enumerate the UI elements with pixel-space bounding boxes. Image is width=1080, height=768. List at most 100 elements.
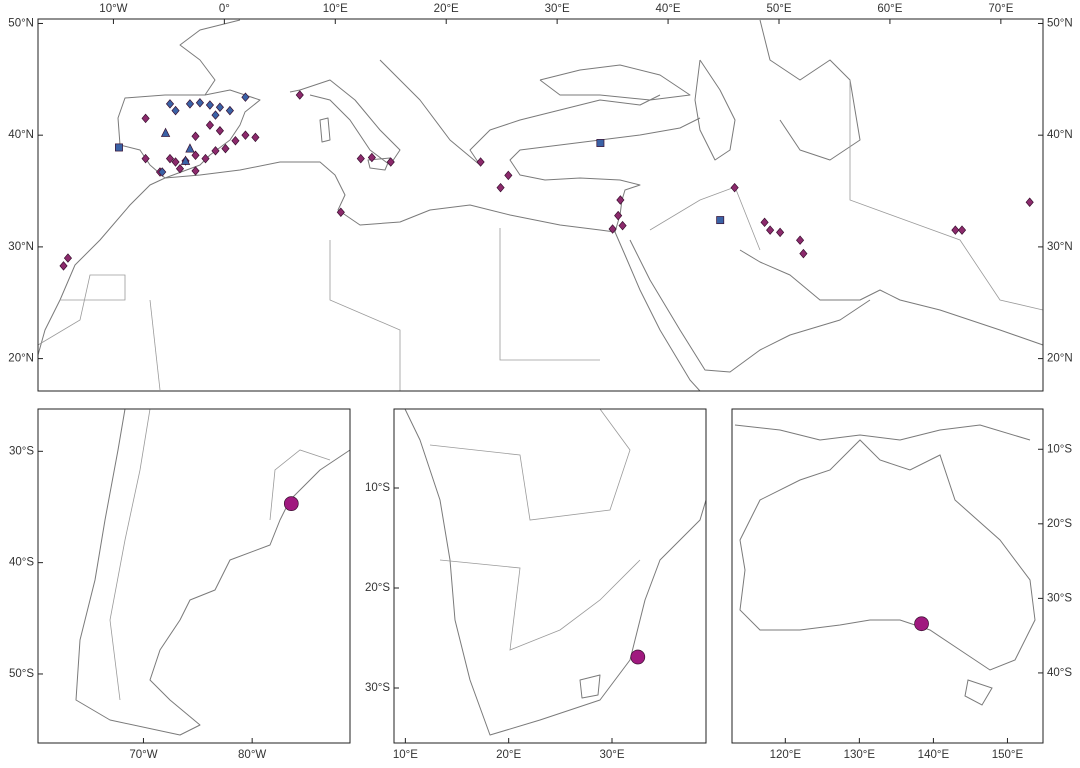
coastline	[739, 249, 1044, 346]
x-tick-label: 50°E	[766, 3, 791, 15]
site-marker	[914, 616, 929, 632]
site-marker	[295, 90, 304, 100]
y-tick-label: 40°S	[9, 557, 34, 569]
y-tick-label: 30°S	[9, 445, 34, 457]
site-marker	[614, 210, 623, 221]
site-marker	[766, 225, 775, 235]
x-tick-label: 120°E	[770, 749, 802, 761]
x-tick-label: 10°E	[393, 749, 418, 761]
y-tick-label: 30°N	[1047, 241, 1073, 253]
site-marker	[59, 261, 68, 271]
x-tick-label: 150°E	[992, 749, 1024, 761]
coastline	[379, 59, 661, 166]
site-marker	[195, 98, 205, 108]
border	[499, 228, 600, 361]
x-tick-label: 10°E	[323, 3, 348, 15]
coastlines	[37, 19, 1044, 736]
coastline	[404, 408, 707, 736]
site-marker	[201, 153, 210, 164]
x-tick-label: 80°W	[238, 749, 266, 761]
site-marker	[160, 127, 171, 137]
site-marker	[180, 155, 191, 165]
site-marker	[336, 207, 345, 217]
border	[329, 240, 401, 391]
site-marker	[191, 166, 200, 176]
site-marker	[367, 152, 376, 163]
panel-frame	[393, 408, 707, 744]
x-tick-label: 0°	[219, 3, 230, 15]
site-marker	[205, 100, 214, 110]
site-marker	[165, 99, 175, 109]
site-marker	[796, 235, 805, 245]
site-marker	[171, 157, 180, 167]
coastline	[509, 117, 701, 233]
coastline	[37, 161, 701, 392]
site-marker	[608, 224, 617, 234]
site-marker	[957, 225, 967, 235]
border	[109, 408, 151, 701]
site-marker	[185, 143, 195, 153]
border	[269, 449, 331, 521]
site-marker	[63, 253, 73, 263]
x-tick-label: 60°E	[877, 3, 902, 15]
site-marker	[776, 227, 785, 238]
site-marker	[716, 216, 725, 225]
x-tick-label: 140°E	[918, 749, 950, 761]
coastline	[759, 19, 861, 161]
site-marker	[241, 130, 250, 140]
site-marker	[211, 146, 220, 156]
y-tick-label: 10°S	[365, 482, 390, 494]
y-tick-label: 30°S	[1047, 592, 1072, 604]
site-marker	[215, 102, 224, 112]
y-tick-label: 20°N	[1047, 353, 1073, 365]
site-marker	[141, 113, 150, 124]
y-tick-label: 40°S	[1047, 667, 1072, 679]
site-marker	[158, 167, 167, 177]
border	[649, 186, 761, 251]
site-marker	[618, 220, 627, 231]
y-tick-label: 50°N	[1047, 17, 1073, 29]
y-tick-label: 20°N	[8, 353, 34, 365]
x-tick-label: 70°E	[988, 3, 1013, 15]
site-marker	[165, 153, 175, 164]
site-marker	[283, 496, 299, 511]
y-tick-label: 30°N	[8, 241, 34, 253]
y-tick-label: 50°S	[9, 668, 34, 680]
island	[964, 679, 993, 706]
coastline	[734, 424, 1031, 441]
coastline	[629, 239, 871, 373]
site-marker	[215, 125, 224, 136]
y-tick-label: 50°N	[8, 17, 34, 29]
panel-frame	[37, 408, 351, 744]
y-tick-label: 40°N	[1047, 129, 1073, 141]
coastline	[739, 439, 1036, 671]
coastline	[75, 408, 351, 736]
y-tick-label: 10°S	[1047, 443, 1072, 455]
site-marker	[496, 182, 505, 193]
site-marker	[225, 105, 234, 116]
site-marker	[175, 163, 185, 174]
panel-frame	[37, 18, 1044, 392]
site-marker	[386, 157, 395, 167]
border	[439, 559, 641, 651]
border	[429, 408, 631, 521]
site-marker	[185, 99, 195, 109]
x-tick-label: 30°E	[599, 749, 624, 761]
site-marker	[760, 217, 769, 228]
island	[367, 157, 391, 171]
site-marker	[191, 150, 200, 161]
x-tick-label: 20°E	[496, 749, 521, 761]
border	[149, 299, 161, 391]
island	[319, 117, 331, 143]
y-tick-label: 30°S	[365, 682, 390, 694]
site-marker	[191, 131, 200, 142]
x-tick-label: 70°W	[129, 749, 157, 761]
site-marker	[221, 143, 230, 154]
y-tick-label: 40°N	[8, 129, 34, 141]
coastline	[179, 19, 241, 96]
x-tick-label: 20°E	[434, 3, 459, 15]
coastline	[539, 64, 691, 101]
border	[37, 274, 126, 346]
